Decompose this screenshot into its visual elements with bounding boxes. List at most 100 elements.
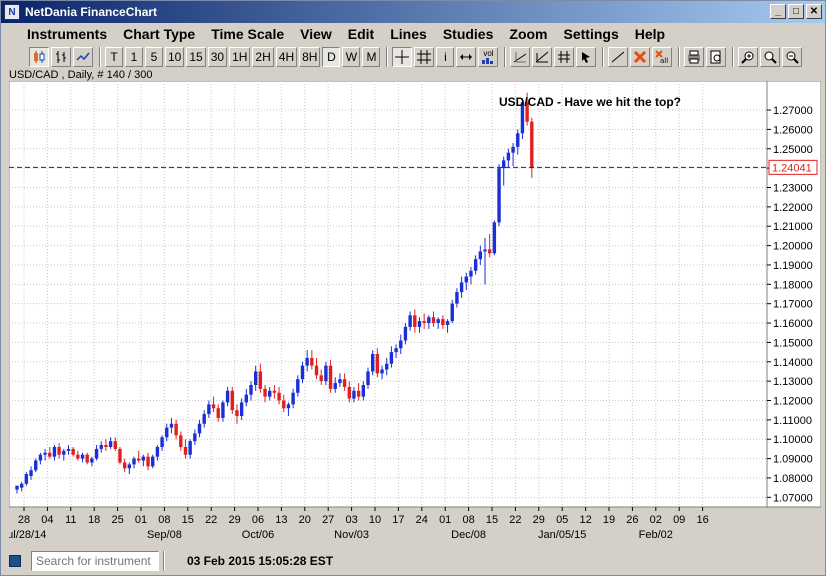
x-tick-label: 08	[158, 514, 170, 526]
draw-line-button[interactable]	[608, 47, 629, 67]
candle-body	[19, 483, 24, 488]
svg-text:all: all	[660, 57, 668, 64]
printer-icon	[688, 50, 701, 64]
candle-body	[389, 352, 394, 364]
period-button-1h[interactable]: 1H	[229, 47, 251, 67]
candle-body	[221, 402, 225, 418]
info-button[interactable]: i	[436, 47, 455, 67]
candle-body	[24, 474, 29, 484]
y-tick-label: 1.16000	[773, 318, 813, 330]
delete-object-button[interactable]	[630, 47, 651, 67]
candle-body	[450, 303, 454, 322]
maximize-button[interactable]: □	[788, 4, 804, 19]
trendline-button[interactable]	[510, 47, 531, 67]
print-preview-button[interactable]	[706, 47, 727, 67]
menu-edit[interactable]: Edit	[347, 26, 375, 42]
period-button-15[interactable]: 15	[186, 47, 206, 67]
x-tick-label: 24	[416, 514, 428, 526]
menu-time-scale[interactable]: Time Scale	[211, 26, 285, 42]
menu-chart-type[interactable]: Chart Type	[123, 26, 196, 42]
candle-body	[445, 321, 450, 325]
candle-body	[136, 458, 141, 461]
x-month-label: Nov/03	[334, 529, 369, 541]
menu-instruments[interactable]: Instruments	[27, 26, 108, 42]
minimize-button[interactable]: _	[770, 4, 786, 19]
crosshair-button[interactable]	[392, 47, 413, 67]
candlestick-chart[interactable]: 1.07000 1.08000 1.09000 1.10000 1.11000 1.120…	[9, 81, 821, 541]
close-button[interactable]: ✕	[806, 4, 822, 19]
candle-body	[277, 392, 281, 401]
arrow-cursor-icon	[582, 52, 591, 63]
scroll-button[interactable]	[456, 47, 477, 67]
instrument-color-icon[interactable]	[9, 555, 21, 567]
candle-body	[413, 315, 417, 327]
period-button-30[interactable]: 30	[207, 47, 228, 67]
candle-body	[342, 379, 347, 387]
period-button-w[interactable]: W	[342, 47, 361, 67]
fibonacci-button[interactable]	[532, 47, 553, 67]
period-button-10[interactable]: 10	[165, 47, 185, 67]
x-tick-label: 27	[322, 514, 334, 526]
period-button-m[interactable]: M	[362, 47, 381, 67]
title-bar[interactable]: N NetDania FinanceChart _ □ ✕	[1, 1, 825, 23]
volume-button[interactable]: vol	[478, 47, 499, 67]
candle-body	[108, 441, 113, 447]
candle-body	[127, 464, 132, 469]
candle-body	[99, 445, 103, 449]
menu-zoom[interactable]: Zoom	[509, 26, 548, 42]
period-button-5[interactable]: 5	[145, 47, 163, 67]
window-title: NetDania FinanceChart	[25, 5, 158, 19]
delete-all-button[interactable]: all	[652, 47, 673, 67]
x-tick-label: 28	[18, 514, 30, 526]
search-instrument-input[interactable]	[31, 551, 159, 571]
candle-body	[268, 390, 272, 397]
candle-body	[160, 437, 164, 447]
period-button-4h[interactable]: 4H	[275, 47, 298, 67]
period-button-t[interactable]: T	[105, 47, 123, 67]
period-button-d[interactable]: D	[322, 47, 341, 67]
candle-body	[436, 319, 440, 324]
menu-view[interactable]: View	[300, 26, 332, 42]
menu-studies[interactable]: Studies	[442, 26, 494, 42]
candle-body	[216, 408, 220, 418]
candlestick-chart-button[interactable]	[29, 47, 49, 67]
current-price-label: 1.24041	[772, 162, 812, 174]
x-tick-label: 26	[626, 514, 638, 526]
candle-body	[225, 390, 230, 403]
menu-lines[interactable]: Lines	[390, 26, 427, 42]
x-month-label: Jul/28/14	[9, 529, 46, 541]
menu-settings[interactable]: Settings	[563, 26, 619, 42]
candle-body	[239, 402, 244, 416]
y-tick-label: 1.25000	[773, 144, 813, 156]
candle-body	[76, 454, 80, 459]
candle-body	[291, 392, 295, 405]
print-button[interactable]	[684, 47, 705, 67]
current-price-box	[768, 159, 818, 175]
menu-help[interactable]: Help	[634, 26, 666, 42]
candle-body	[459, 282, 464, 293]
zoom-in-button[interactable]	[738, 47, 759, 67]
candle-body	[455, 292, 459, 304]
period-button-1[interactable]: 1	[125, 47, 143, 67]
candle-body	[333, 383, 337, 389]
zoom-button[interactable]	[760, 47, 781, 67]
candle-body	[174, 423, 178, 436]
trendline-icon	[514, 52, 527, 63]
grid-button[interactable]	[414, 47, 435, 67]
candle-body	[183, 446, 188, 455]
candle-body	[520, 102, 525, 134]
zoom-out-button[interactable]	[782, 47, 803, 67]
candle-body	[52, 446, 57, 457]
line-chart-button[interactable]	[73, 47, 93, 67]
channel-button[interactable]	[554, 47, 575, 67]
period-button-8h[interactable]: 8H	[299, 47, 321, 67]
bar-chart-button[interactable]	[51, 47, 71, 67]
candle-body	[202, 414, 206, 424]
period-button-2h[interactable]: 2H	[252, 47, 274, 67]
pointer-button[interactable]	[576, 47, 597, 67]
candle-body	[146, 456, 150, 467]
candle-body	[497, 168, 501, 223]
candle-body	[310, 357, 314, 366]
x-tick-label: 02	[650, 514, 662, 526]
candle-body	[34, 460, 38, 471]
